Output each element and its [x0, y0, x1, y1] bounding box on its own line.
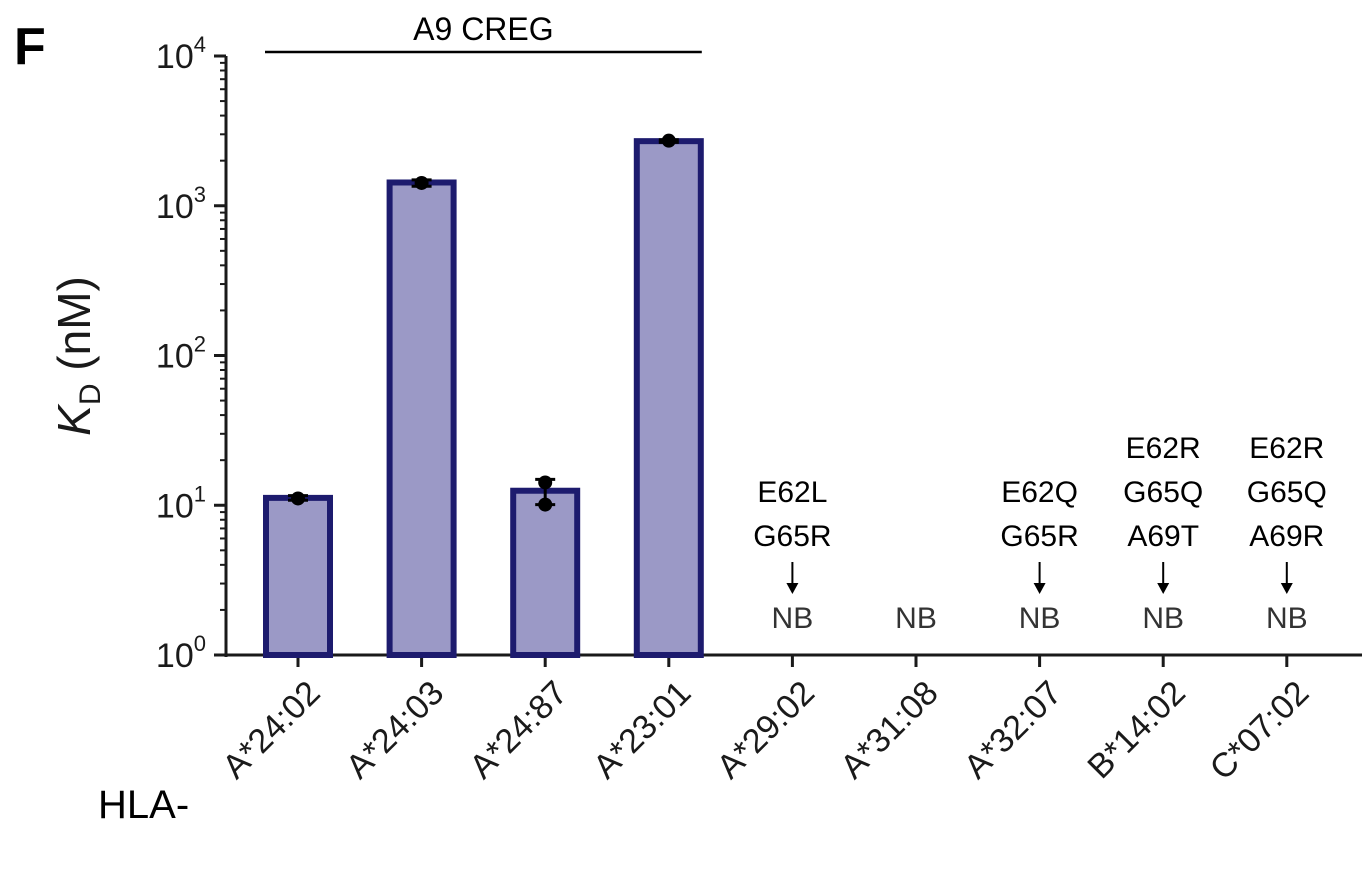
x-tick-label: B*14:02 [1080, 674, 1192, 786]
x-tick-label: A*32:07 [957, 674, 1069, 786]
annotation-arrow-head [1033, 583, 1046, 594]
annotations: NB NB NB NB NB E62L G65R E62Q G65R E62R G65Q A69T E6… [753, 432, 1327, 635]
data-point [414, 175, 429, 190]
bar [633, 138, 704, 659]
y-axis-title-subscript: D [74, 383, 107, 405]
y-tick-label: 102 [156, 332, 206, 376]
mutation-label: G65R [1000, 520, 1078, 553]
y-tick-label: 104 [156, 32, 206, 76]
y-tick-exponent: 4 [194, 32, 206, 57]
nb-label: NB [772, 602, 814, 635]
bar [386, 179, 457, 658]
nb-label: NB [1142, 602, 1184, 635]
x-tick-label: C*07:02 [1203, 674, 1317, 788]
x-tick-label: A*31:08 [833, 674, 945, 786]
y-tick-exponent: 3 [194, 182, 206, 207]
mutation-label: G65Q [1247, 476, 1327, 509]
y-tick-exponent: 1 [194, 481, 206, 506]
y-tick-base: 10 [156, 338, 194, 376]
annotation-arrow-head [786, 583, 799, 594]
x-tick-label: A*24:03 [339, 674, 451, 786]
y-axis-label: KD (nM) [48, 276, 107, 436]
mutation-label: E62Q [1001, 476, 1078, 509]
y-tick-base: 10 [156, 38, 194, 76]
x-axis-prefix: HLA- [98, 783, 189, 827]
x-tick-label: A*29:02 [710, 674, 822, 786]
x-tick-label: A*24:02 [215, 674, 327, 786]
bars [263, 138, 704, 659]
y-tick-label: 103 [156, 182, 206, 226]
nb-label: NB [895, 602, 937, 635]
data-point [661, 133, 676, 148]
y-axis-title-symbol: K [48, 403, 100, 436]
panel-label: F [14, 18, 46, 76]
x-axis: A*24:02 A*24:03 A*24:87 A*23:01 A*29:02 A*31:… [215, 653, 1362, 788]
y-axis-title-unit: (nM) [48, 276, 100, 383]
x-tick-label: A*23:01 [586, 674, 698, 786]
a9-creg-bracket: A9 CREG [265, 11, 702, 54]
data-points [291, 133, 676, 512]
mutation-label: E62R [1249, 432, 1324, 465]
y-tick-base: 10 [156, 487, 194, 525]
bar [510, 487, 581, 658]
annotation-arrow-head [1280, 583, 1293, 594]
data-point [291, 491, 305, 506]
y-tick-base: 10 [156, 188, 194, 226]
nb-label: NB [1266, 602, 1308, 635]
mutation-label: E62R [1126, 432, 1201, 465]
y-axis-title: KD (nM) [48, 276, 107, 436]
y-tick-label: 101 [156, 481, 206, 525]
y-tick-exponent: 2 [194, 332, 206, 357]
mutation-label: E62L [757, 476, 827, 509]
annotation-arrow-head [1157, 583, 1170, 594]
bracket-label: A9 CREG [413, 11, 553, 47]
mutation-label: G65Q [1123, 476, 1203, 509]
mutation-label: A69R [1249, 520, 1324, 553]
y-tick-base: 10 [156, 637, 194, 675]
nb-label: NB [1019, 602, 1061, 635]
y-tick-label: 100 [156, 631, 206, 675]
bar [263, 494, 333, 658]
mutation-label: A69T [1127, 520, 1199, 553]
y-tick-exponent: 0 [194, 631, 206, 656]
mutation-label: G65R [753, 520, 831, 553]
data-point [538, 497, 553, 512]
data-point [538, 475, 553, 490]
x-tick-label: A*24:87 [462, 674, 574, 786]
